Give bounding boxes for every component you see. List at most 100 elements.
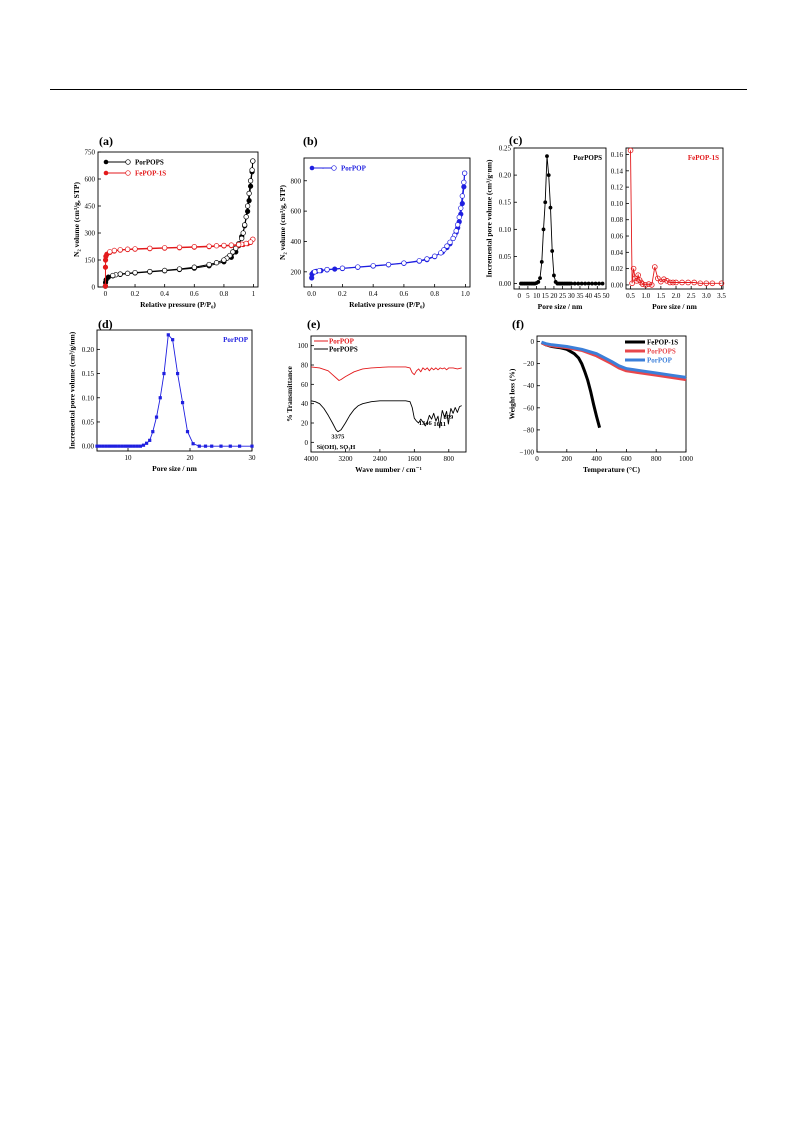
desorption-point xyxy=(247,178,254,184)
series-line xyxy=(310,400,462,433)
adsorption-point xyxy=(247,183,254,189)
data-point xyxy=(670,279,676,286)
y-tick-label-c2: 0.14 xyxy=(611,167,624,175)
y-tick-label-e: 40 xyxy=(301,400,309,408)
legend-label: FePOP-1S xyxy=(647,339,678,347)
y-axis-label-c1: Incremental pore volume (cm³/g·nm) xyxy=(485,159,494,277)
annotation: 809 xyxy=(444,414,455,421)
data-point xyxy=(95,444,99,448)
data-point xyxy=(166,333,170,337)
data-point xyxy=(191,442,195,446)
y-tick-label-c2: 0.00 xyxy=(611,281,624,289)
data-point xyxy=(648,282,655,288)
data-point xyxy=(576,281,581,286)
legend-label: PorPOP xyxy=(329,338,355,346)
x-tick-label-c1: 5 xyxy=(526,292,530,300)
adsorption-point xyxy=(332,266,338,272)
data-point xyxy=(117,444,121,448)
legend-marker-filled xyxy=(103,170,109,176)
series-e-0 xyxy=(310,366,462,381)
y-tick-label-b: 200 xyxy=(291,268,302,276)
y-tick-label-a: 600 xyxy=(85,176,96,184)
series-line xyxy=(97,333,252,447)
desorption-point xyxy=(424,256,430,262)
data-point xyxy=(635,272,641,278)
desorption-point xyxy=(459,193,465,199)
legend-marker-open xyxy=(331,165,337,171)
desorption-point xyxy=(247,239,254,245)
x-tick-label-c1: 20 xyxy=(550,292,558,300)
desorption-point xyxy=(339,265,346,271)
y-axis-label-d: Incremental pore volume (cm³/g/nm) xyxy=(68,331,77,449)
plot-frame-b xyxy=(303,157,471,288)
data-point xyxy=(572,281,577,286)
desorption-point xyxy=(233,245,239,251)
series-c2-0 xyxy=(627,147,725,288)
desorption-point xyxy=(444,243,450,249)
data-point xyxy=(718,280,725,287)
data-point xyxy=(630,265,637,272)
y-tick-label-c1: 0.05 xyxy=(499,253,512,261)
desorption-point xyxy=(453,228,459,234)
series-b-0 xyxy=(309,170,468,281)
legend-marker-open xyxy=(125,170,131,176)
panel-a: (a) 0 0.2 0.4 0.6 0.8 1 0 150 300 450 600 750 Relativ… xyxy=(72,134,259,309)
x-tick-label-b: 0.2 xyxy=(338,290,347,298)
panel-label-a: (a) xyxy=(99,134,113,148)
legend-c2: FePOP-1S xyxy=(688,154,719,162)
x-tick-label-a: 0.2 xyxy=(131,290,140,298)
desorption-point xyxy=(461,170,468,176)
annotation: Si(OH), SO₃H xyxy=(317,444,356,451)
x-tick-label-c2: 3.5 xyxy=(717,292,726,300)
panel-b: (b) 0.0 0.2 0.4 0.6 0.8 1.0 200 400 600 800 Relativ… xyxy=(278,134,471,309)
x-tick-label-c1: 0 xyxy=(517,292,521,300)
data-point xyxy=(629,280,635,287)
x-tick-label-a: 0.8 xyxy=(220,290,229,298)
data-point xyxy=(107,444,111,448)
series-line xyxy=(520,156,603,285)
plot-frame-a xyxy=(97,151,259,288)
desorption-point xyxy=(455,222,461,228)
desorption-point xyxy=(447,239,453,245)
data-point xyxy=(250,444,254,448)
y-tick-label-b: 800 xyxy=(291,177,302,185)
x-tick-label-d: 30 xyxy=(249,454,257,462)
y-tick-label-a: 450 xyxy=(85,203,96,211)
x-axis-label-c2: Pore size / nm xyxy=(652,302,697,311)
x-tick-label-f: 0 xyxy=(535,455,539,463)
data-point xyxy=(655,275,661,282)
desorption-point xyxy=(355,264,361,270)
data-point xyxy=(539,259,544,264)
plot-frame-f xyxy=(536,335,687,453)
annotation: 1346 xyxy=(419,420,433,427)
desorption-point xyxy=(236,241,242,248)
data-point xyxy=(667,279,673,286)
y-tick-label-d: 0.05 xyxy=(82,418,95,426)
y-tick-label-c1: 0.20 xyxy=(499,172,512,180)
x-tick-label-e: 800 xyxy=(444,455,455,463)
x-tick-label-c2: 0.5 xyxy=(626,292,635,300)
annotation: 3375 xyxy=(331,433,345,440)
y-tick-label-a: 300 xyxy=(85,230,96,238)
y-tick-label-c2: 0.10 xyxy=(611,200,624,208)
y-tick-label-a: 0 xyxy=(92,284,96,292)
data-point xyxy=(138,444,142,448)
x-tick-label-f: 400 xyxy=(591,455,602,463)
desorption-point xyxy=(239,235,245,242)
desorption-point xyxy=(438,250,444,256)
legend-marker-filled xyxy=(103,159,109,165)
adsorption-point xyxy=(102,264,109,270)
legend-label: FePOP-1S xyxy=(135,170,166,178)
desorption-point xyxy=(249,167,255,173)
data-point xyxy=(110,444,115,448)
y-tick-label-b: 600 xyxy=(291,208,302,216)
panel-f: (f) 0 200 400 600 800 1000 0 −20 −40 −60 −80 −100 Tem… xyxy=(508,317,694,474)
data-point xyxy=(228,444,232,448)
panel-d: (d) 10 20 30 0.00 0.05 0.10 0.15 0.20 Pore size /… xyxy=(68,317,256,473)
desorption-point xyxy=(243,214,249,220)
desorption-point xyxy=(230,249,236,255)
desorption-point xyxy=(243,240,249,247)
y-tick-label-a: 750 xyxy=(85,149,96,157)
x-tick-label-a: 0.4 xyxy=(160,290,169,298)
